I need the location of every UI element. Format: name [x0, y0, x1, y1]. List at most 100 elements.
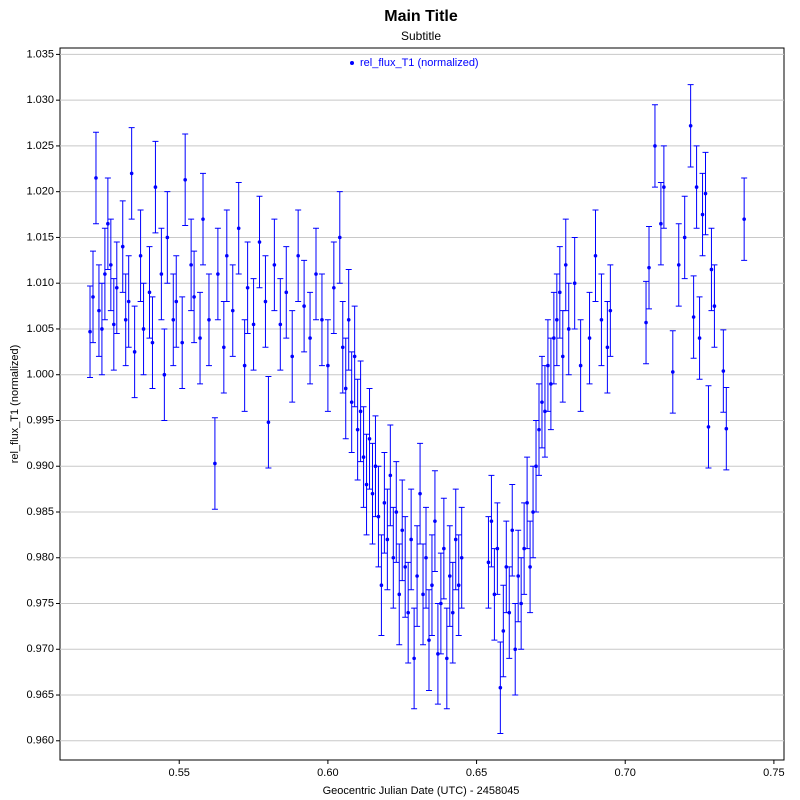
y-tick-label: 0.975: [26, 597, 54, 609]
data-point: [709, 267, 714, 272]
data-point: [174, 299, 179, 304]
data-point: [97, 308, 101, 313]
data-point: [159, 272, 164, 276]
data-point: [501, 629, 506, 633]
data-point: [162, 372, 167, 377]
data-point: [91, 295, 95, 299]
data-point: [153, 185, 158, 189]
data-point: [382, 501, 387, 505]
data-point: [370, 491, 375, 496]
data-point: [147, 290, 152, 295]
data-point: [189, 263, 193, 267]
data-point: [593, 253, 598, 258]
y-tick-label: 1.015: [26, 231, 54, 243]
data-point: [659, 221, 663, 226]
chart-subtitle: Subtitle: [401, 29, 441, 43]
y-tick-label: 1.000: [26, 369, 54, 381]
data-point: [230, 308, 235, 313]
data-point: [388, 473, 393, 478]
data-point: [225, 253, 229, 258]
data-point: [109, 263, 113, 267]
data-point: [278, 322, 283, 327]
data-point: [272, 263, 277, 267]
data-point: [670, 370, 675, 374]
data-point: [706, 425, 711, 429]
data-point: [560, 354, 565, 359]
data-point: [418, 491, 422, 496]
data-point: [433, 519, 437, 523]
data-point: [427, 638, 431, 642]
data-point: [367, 436, 372, 441]
data-point: [290, 354, 295, 359]
data-point: [682, 235, 687, 240]
data-point: [540, 400, 544, 404]
data-point: [691, 315, 696, 319]
data-point: [94, 176, 98, 180]
y-axis-label: rel_flux_T1 (normalized): [9, 345, 21, 464]
data-point: [412, 656, 416, 661]
y-tick-label: 0.965: [26, 689, 54, 701]
x-tick-label: 0.65: [466, 767, 487, 779]
data-point: [138, 253, 143, 258]
y-tick-label: 0.980: [26, 552, 54, 564]
data-point: [236, 226, 241, 231]
data-point: [546, 363, 550, 368]
data-point: [251, 322, 256, 327]
data-point: [376, 514, 381, 519]
data-point: [349, 400, 354, 404]
data-point: [400, 528, 405, 533]
data-point: [421, 592, 425, 597]
data-point: [608, 308, 613, 313]
data-point: [555, 318, 559, 322]
data-point: [510, 528, 515, 533]
data-point: [132, 350, 137, 354]
data-point: [340, 345, 345, 350]
data-point: [694, 185, 699, 189]
data-point: [724, 426, 729, 431]
data-point: [486, 560, 491, 565]
data-point: [150, 340, 155, 345]
data-point: [103, 272, 107, 276]
data-point: [394, 510, 399, 514]
data-point: [183, 177, 187, 182]
data-point: [171, 318, 176, 322]
data-point: [314, 272, 318, 276]
data-point: [266, 420, 271, 425]
y-tick-label: 1.020: [26, 186, 54, 198]
data-point: [525, 501, 529, 505]
data-point: [326, 363, 330, 368]
data-point: [742, 217, 746, 221]
data-point: [403, 565, 408, 569]
data-point: [721, 369, 726, 373]
data-point: [534, 464, 538, 469]
data-point: [537, 427, 541, 432]
data-point: [587, 336, 592, 340]
data-point: [284, 290, 289, 295]
data-point: [456, 583, 461, 588]
data-point: [296, 253, 300, 258]
chart-title: Main Title: [384, 8, 458, 25]
data-point: [106, 221, 110, 226]
data-point: [700, 212, 705, 217]
data-point: [578, 363, 583, 368]
data-point: [397, 592, 402, 597]
data-point: [489, 519, 494, 523]
data-point: [644, 320, 648, 325]
data-point: [647, 265, 651, 270]
y-tick-label: 0.995: [26, 414, 54, 426]
data-point: [207, 318, 211, 322]
data-point: [415, 574, 419, 578]
data-point: [498, 685, 503, 690]
data-point: [123, 318, 128, 322]
data-point: [346, 318, 351, 322]
data-point: [566, 327, 571, 331]
data-point: [572, 281, 577, 285]
data-point: [141, 327, 146, 331]
data-point: [516, 574, 520, 578]
data-point: [453, 537, 458, 542]
data-point: [88, 329, 92, 334]
y-tick-label: 0.970: [26, 643, 54, 655]
y-tick-label: 1.005: [26, 323, 54, 335]
